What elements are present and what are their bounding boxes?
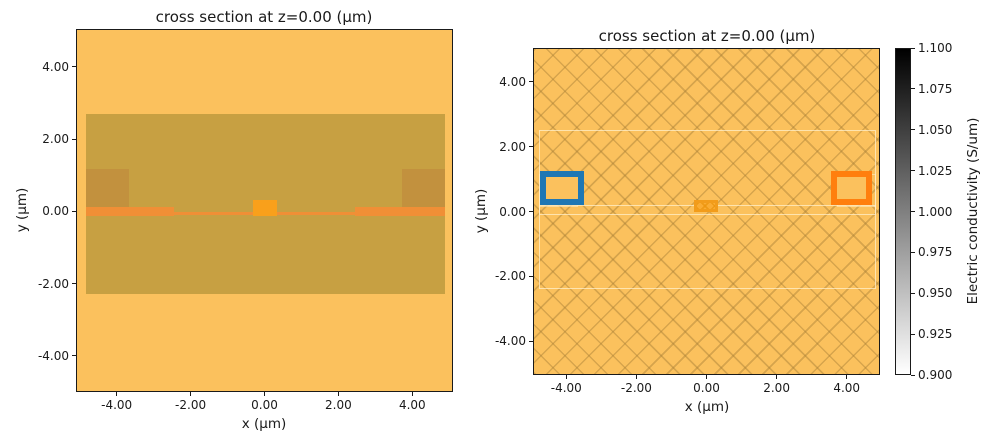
- colorbar-tick: [911, 88, 915, 90]
- doped-pad-left: [85, 169, 129, 207]
- x-tick-label: -2.00: [175, 398, 207, 412]
- x-tick: [190, 392, 192, 396]
- colorbar-tick-label: 1.050: [918, 122, 953, 137]
- colorbar-tick: [911, 251, 915, 253]
- x-tick-label: 2.00: [325, 398, 352, 412]
- y-tick: [529, 211, 533, 212]
- right-x-axis-label: x (μm): [684, 399, 730, 415]
- y-tick: [529, 146, 533, 148]
- x-tick: [565, 375, 567, 379]
- left-x-axis-label: x (μm): [241, 416, 287, 432]
- slab-thick-left: [85, 207, 175, 216]
- colorbar-tick: [911, 129, 915, 131]
- y-tick: [72, 355, 76, 357]
- y-tick: [72, 66, 76, 68]
- x-tick-label: -4.00: [550, 381, 582, 395]
- source-center-square: [694, 199, 718, 213]
- left-y-axis-label: y (μm): [14, 187, 30, 233]
- x-tick: [706, 375, 707, 379]
- colorbar-tick: [911, 333, 915, 335]
- colorbar-tick-label: 1.075: [918, 81, 953, 96]
- colorbar-tick: [911, 170, 915, 172]
- x-tick-label: 2.00: [763, 381, 790, 395]
- x-tick-label: -2.00: [620, 381, 652, 395]
- right-plot-area: [533, 48, 880, 375]
- x-tick-label: -4.00: [101, 398, 133, 412]
- x-tick-label: 4.00: [398, 398, 426, 412]
- colorbar-gradient: [895, 48, 911, 375]
- y-tick: [529, 81, 533, 83]
- y-tick-label: -2.00: [494, 269, 526, 284]
- colorbar-tick-label: 0.950: [918, 286, 953, 301]
- y-tick-label: 0.00: [499, 204, 526, 219]
- colorbar-tick: [911, 374, 915, 376]
- y-tick-label: 2.00: [499, 139, 526, 154]
- x-tick: [776, 375, 778, 379]
- x-tick-label: 0.00: [251, 398, 278, 412]
- y-tick-label: 4.00: [42, 59, 69, 74]
- y-tick: [72, 210, 76, 212]
- colorbar-tick-label: 0.925: [918, 327, 953, 342]
- colorbar-tick-label: 0.975: [918, 245, 953, 260]
- colorbar-tick-label: 1.100: [918, 41, 953, 55]
- y-tick-label: 2.00: [42, 132, 69, 147]
- y-tick-label: 0.00: [42, 204, 69, 219]
- y-tick: [72, 283, 76, 285]
- x-tick: [116, 392, 118, 396]
- y-tick: [72, 138, 76, 140]
- x-tick: [411, 392, 413, 396]
- colorbar-tick: [911, 211, 915, 212]
- monitor-box-blue: [540, 170, 585, 206]
- left-plot-title: cross section at z=0.00 (μm): [155, 8, 373, 26]
- x-tick-label: 0.00: [693, 381, 720, 395]
- y-tick-label: -4.00: [494, 334, 526, 348]
- right-y-axis-label: y (μm): [473, 188, 489, 234]
- waveguide-core: [253, 200, 278, 216]
- x-tick-label: 4.00: [833, 381, 861, 395]
- doped-pad-right: [402, 169, 446, 207]
- left-plot-area: [76, 29, 453, 392]
- x-tick: [264, 392, 265, 396]
- slab-thick-right: [355, 207, 446, 216]
- x-tick: [635, 375, 637, 379]
- y-tick: [529, 340, 533, 342]
- colorbar-tick-label: 1.000: [918, 204, 953, 219]
- x-tick: [846, 375, 848, 379]
- monitor-box-orange: [830, 170, 872, 206]
- colorbar-tick: [911, 292, 915, 294]
- colorbar-label: Electric conductivity (S/um): [965, 117, 981, 305]
- y-tick-label: 4.00: [499, 74, 526, 89]
- x-tick: [337, 392, 339, 396]
- right-plot-title: cross section at z=0.00 (μm): [598, 27, 816, 45]
- y-tick-label: -2.00: [37, 276, 69, 291]
- y-tick-label: -4.00: [37, 348, 69, 363]
- colorbar-tick: [911, 47, 915, 49]
- y-tick: [529, 275, 533, 277]
- colorbar-tick-label: 1.025: [918, 163, 953, 178]
- colorbar-tick-label: 0.900: [918, 368, 953, 382]
